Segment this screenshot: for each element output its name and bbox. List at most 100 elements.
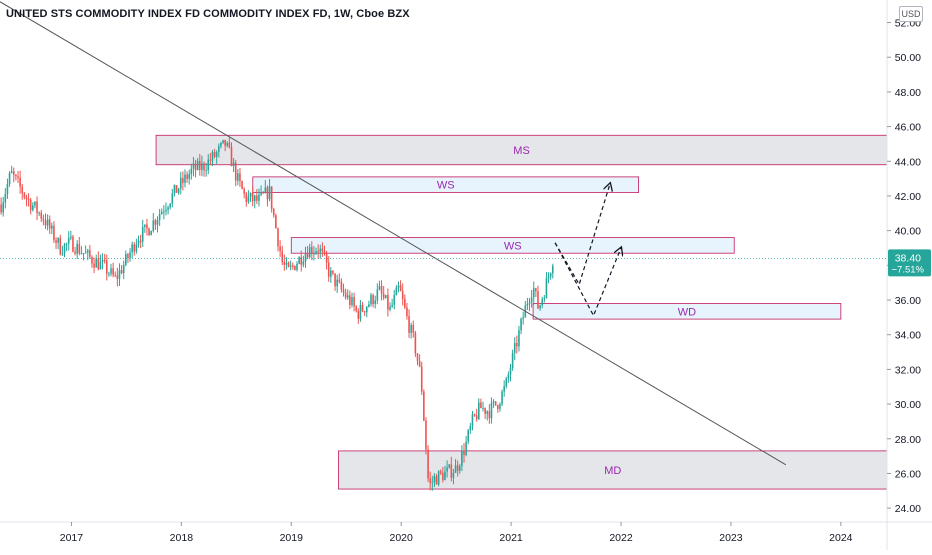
candle-body <box>239 173 241 182</box>
candle-body <box>414 332 417 354</box>
candle-body <box>363 311 366 313</box>
price-tick-label: 24.00 <box>895 503 921 515</box>
candle-body <box>67 238 70 244</box>
candle-body <box>220 142 222 147</box>
zone-ws-box[interactable] <box>290 237 735 254</box>
candle-body <box>152 220 155 232</box>
candle-body <box>365 306 368 313</box>
candle-body <box>258 194 260 201</box>
candle-body <box>57 238 59 243</box>
time-tick-label: 2021 <box>499 532 523 544</box>
candle-body <box>165 209 167 212</box>
candle-body <box>283 262 286 265</box>
zone-ms-box[interactable] <box>155 134 888 166</box>
candle-body <box>532 288 535 298</box>
candle-body <box>368 304 370 307</box>
candle-body <box>355 306 358 311</box>
candle-body <box>188 173 191 179</box>
candle-body <box>144 224 146 227</box>
candle-body <box>215 152 218 157</box>
zone-wd-box[interactable] <box>532 303 842 320</box>
price-tick-label: 48.00 <box>895 87 921 99</box>
candle-body <box>262 192 264 194</box>
candle-body <box>198 160 201 171</box>
candle-body <box>530 297 533 303</box>
candle-body <box>167 207 169 210</box>
price-tick-label: 40.00 <box>895 226 921 238</box>
projection-path-2[interactable] <box>554 184 610 286</box>
candle-body <box>427 449 429 479</box>
zone-ws-box[interactable] <box>252 176 639 193</box>
drawings-layer <box>0 1 887 466</box>
candle-body <box>95 258 98 268</box>
price-tick-label: 44.00 <box>895 156 921 168</box>
candle-body <box>32 205 34 211</box>
candle-body <box>475 415 478 420</box>
candle-body <box>425 420 427 450</box>
candle-body <box>48 219 51 229</box>
candle-body <box>448 464 451 468</box>
candle-body <box>393 295 396 305</box>
candle-body <box>450 464 453 478</box>
candle-body <box>237 173 239 181</box>
candle-body <box>547 276 550 279</box>
candle-body <box>535 288 537 292</box>
candle-body <box>361 305 364 312</box>
candle-body <box>82 253 85 255</box>
candle-body <box>8 173 11 184</box>
candle-body <box>321 248 324 252</box>
candle-body <box>344 292 347 298</box>
candle-body <box>125 254 127 265</box>
candle-body <box>17 176 19 178</box>
zone-ws-label: WS <box>437 180 455 192</box>
candle-body <box>260 192 262 195</box>
candle-body <box>296 263 298 270</box>
currency-badge[interactable]: USD <box>899 6 923 22</box>
candle-body <box>74 251 76 254</box>
candle-body <box>516 343 518 347</box>
zone-wd-label: WD <box>678 306 696 318</box>
candle-body <box>446 467 448 472</box>
candle-body <box>488 411 491 419</box>
candle-body <box>228 142 231 148</box>
candle-body <box>105 260 108 274</box>
candle-body <box>253 195 256 202</box>
candle-body <box>53 225 55 241</box>
candle-body <box>230 147 233 167</box>
candle-body <box>332 270 334 274</box>
candle-body <box>190 168 193 174</box>
candle-body <box>192 163 195 169</box>
candle-body <box>543 298 546 300</box>
candle-body <box>465 441 467 455</box>
candle-body <box>418 360 421 367</box>
candle-body <box>70 236 72 239</box>
candle-body <box>146 224 148 229</box>
time-tick-label: 2022 <box>609 532 633 544</box>
candle-body <box>325 253 328 263</box>
candle-body <box>139 240 142 242</box>
candle-body <box>163 211 165 213</box>
time-tick-label: 2019 <box>280 532 304 544</box>
candle-body <box>340 281 343 290</box>
candle-body <box>291 265 294 267</box>
last-price-badge[interactable] <box>888 249 931 277</box>
candle-body <box>224 139 226 146</box>
candle-body <box>78 243 81 254</box>
candle-body <box>72 236 74 252</box>
price-tick-label: 34.00 <box>895 330 921 342</box>
candle-body <box>23 193 26 198</box>
zone-md-label: MD <box>604 465 621 477</box>
candle-body <box>116 275 119 279</box>
zones-layer <box>155 134 888 490</box>
candle-body <box>232 162 235 167</box>
candle-body <box>412 325 415 333</box>
candle-body <box>499 404 501 409</box>
candle-body <box>509 368 512 375</box>
trendline[interactable] <box>0 1 787 466</box>
candle-body <box>551 265 554 274</box>
candle-body <box>222 139 224 143</box>
candle-body <box>306 253 309 258</box>
candle-body <box>444 471 446 481</box>
